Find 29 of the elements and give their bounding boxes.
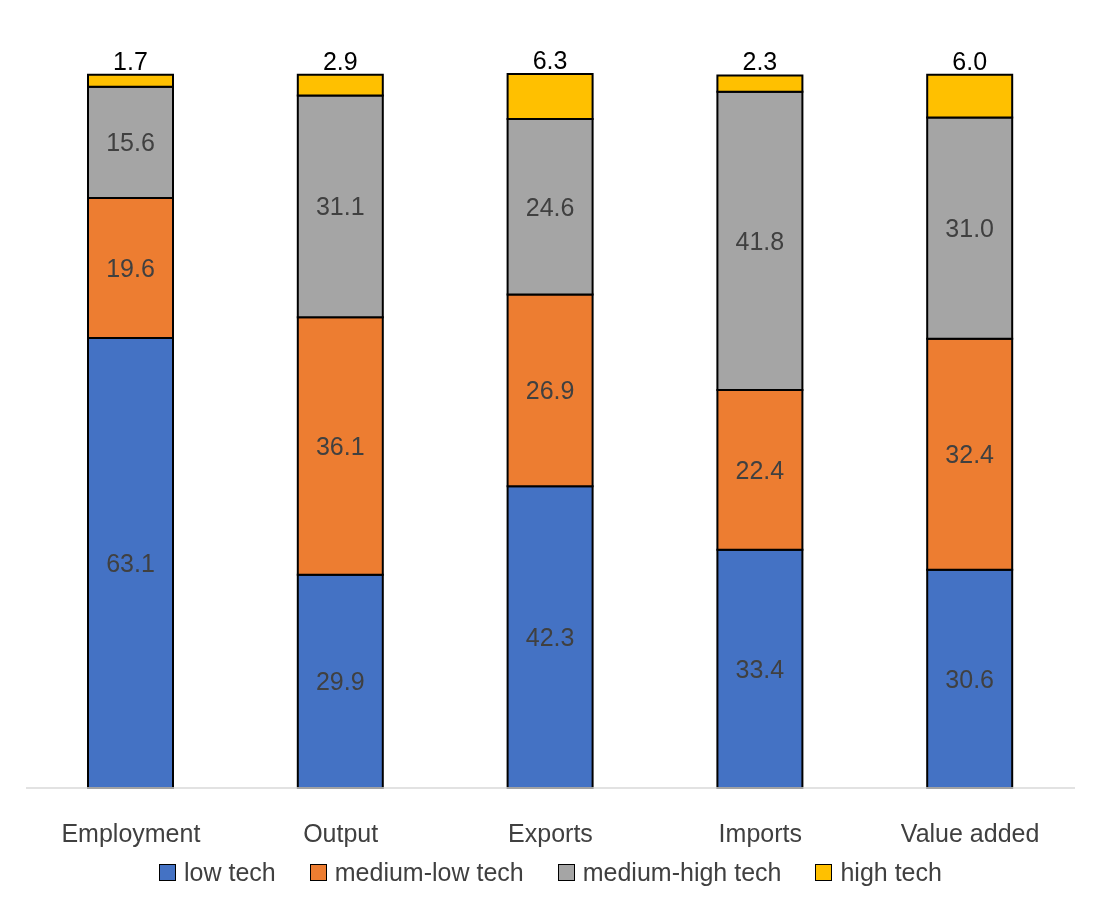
data-label: 29.9 <box>315 667 365 696</box>
data-label: 31.0 <box>945 213 995 242</box>
legend-label: high tech <box>839 858 942 887</box>
data-label: 24.6 <box>525 192 575 221</box>
legend-label: low tech <box>183 858 276 887</box>
data-label: 36.1 <box>315 431 365 460</box>
data-label: 6.0 <box>952 46 988 75</box>
data-label: 63.1 <box>106 548 155 577</box>
data-label: 22.4 <box>735 455 785 484</box>
data-label: 19.6 <box>106 253 155 282</box>
data-label: 33.4 <box>735 654 785 683</box>
data-label: 1.7 <box>113 46 148 75</box>
data-label: 32.4 <box>945 440 995 469</box>
data-label: 2.9 <box>322 46 358 75</box>
data-label: 30.6 <box>945 664 995 693</box>
x-tick-label: Exports <box>508 818 593 847</box>
data-label: 31.1 <box>315 192 365 221</box>
x-tick-label: Imports <box>718 818 802 847</box>
data-label: 15.6 <box>106 128 155 157</box>
x-tick-label: Output <box>303 818 379 847</box>
x-tick-label: Value added <box>900 818 1040 847</box>
data-label: 42.3 <box>525 623 575 652</box>
data-label: 26.9 <box>525 376 575 405</box>
data-label: 2.3 <box>742 47 778 76</box>
data-label: 6.3 <box>532 46 568 74</box>
legend-label: medium-high tech <box>581 858 782 887</box>
x-tick-label: Employment <box>61 818 201 847</box>
data-label: 41.8 <box>735 226 785 255</box>
legend-label: medium-low tech <box>333 858 524 887</box>
